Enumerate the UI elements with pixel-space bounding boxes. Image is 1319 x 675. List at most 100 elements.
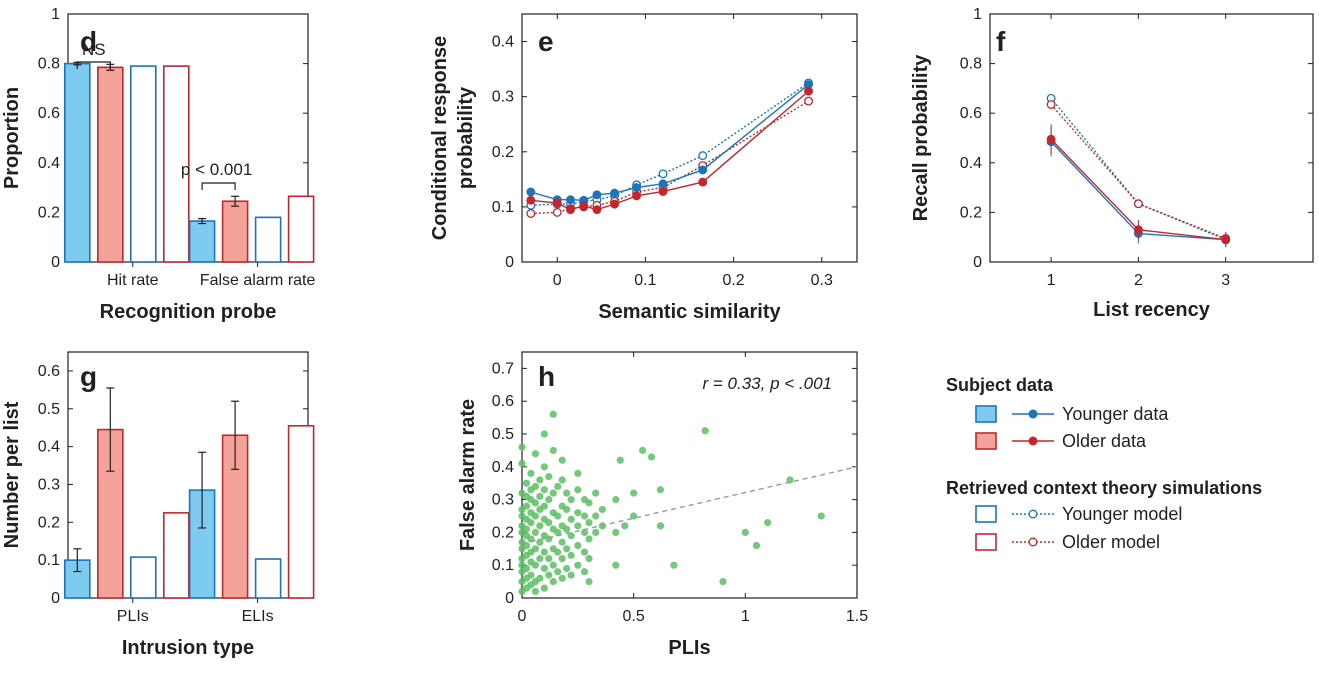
panel-d-bar	[163, 65, 190, 263]
panel-h-point	[531, 561, 540, 569]
panel-d-letter: d	[80, 26, 97, 57]
panel-e-series-line	[530, 82, 809, 206]
panel-e-point	[632, 183, 642, 193]
panel-e-point	[526, 209, 536, 218]
panel-h-point	[558, 574, 566, 582]
panel-h-point	[540, 463, 548, 471]
panel-h-point	[574, 486, 582, 494]
panel-h-point	[764, 518, 772, 527]
panel-g-ytick-label: 0.5	[38, 401, 60, 418]
panel-d-bracket-p	[201, 182, 236, 190]
panel-h-point	[752, 541, 761, 550]
panel-h-point	[701, 427, 709, 435]
panel-e-point	[804, 96, 813, 106]
panel-h-point	[549, 410, 557, 418]
panel-h-point	[656, 522, 665, 530]
panel-h-point	[545, 555, 553, 563]
panel-h-point	[536, 476, 544, 484]
panel-h-point	[540, 548, 548, 556]
panel-h-point	[549, 446, 557, 454]
panel-h-point	[567, 496, 575, 504]
panel-h-point	[580, 512, 589, 520]
legend-swatch-older-model	[975, 533, 997, 551]
panel-g-ytick-label: 0.1	[38, 552, 60, 569]
panel-h-point	[540, 564, 548, 573]
panel-h-frame	[521, 351, 858, 599]
panel-e-point	[632, 191, 642, 201]
panel-h-annotation: r = 0.33, p < .001	[703, 374, 832, 393]
panel-h-point	[817, 512, 825, 520]
panel-h-point	[612, 561, 620, 569]
panel-h-point	[563, 489, 571, 497]
panel-h-point	[598, 505, 607, 514]
panel-h-point	[592, 528, 600, 537]
panel-h-point	[540, 502, 548, 510]
panel-e-point	[698, 177, 708, 187]
panel-h-ytick-label: 0.2	[492, 524, 514, 541]
panel-h-point	[574, 522, 582, 530]
panel-h-point	[549, 489, 557, 497]
panel-h-point	[574, 509, 582, 517]
panel-d-ytick-label: 1	[51, 6, 60, 23]
panel-h-point	[567, 532, 575, 540]
panel-h-point	[585, 499, 593, 507]
panel-f-ytick-label: 1	[973, 6, 982, 23]
panel-f-xtick-label: 3	[1221, 272, 1230, 289]
panel-h-point	[580, 568, 589, 576]
panel-e-ylabel-line1: Conditional response	[429, 36, 451, 240]
legend-label-older-model: Older model	[1062, 532, 1160, 552]
panel-h-point	[527, 518, 535, 527]
panel-h-point	[545, 518, 553, 527]
panel-h-point	[531, 528, 540, 537]
panel-h-point	[554, 512, 562, 520]
legend-marker-younger-data	[1028, 409, 1038, 419]
panel-e-xtick-label: 0.1	[634, 272, 656, 289]
panel-f-ytick-label: 0.4	[960, 155, 982, 172]
panel-f-xlabel: List recency	[1093, 299, 1211, 321]
panel-h-point	[574, 541, 582, 550]
legend-model-heading: Retrieved context theory simulations	[946, 478, 1262, 498]
panel-h-point	[630, 489, 638, 497]
panel-h-point	[554, 528, 562, 537]
panel-h-point	[540, 486, 548, 494]
panel-h-point	[580, 548, 589, 556]
panel-f-ytick-label: 0.6	[960, 105, 982, 122]
panel-g-letter: g	[80, 361, 97, 392]
panel-h-xtick-label: 1	[741, 608, 750, 625]
panel-e-point	[698, 165, 708, 175]
panel-h-point	[585, 555, 593, 563]
legend-marker-younger-model	[1028, 509, 1038, 519]
panel-g-ytick-label: 0.2	[38, 514, 60, 531]
panel-e-ytick-label: 0.3	[492, 89, 514, 106]
panel-f-point	[1046, 134, 1056, 144]
panel-h-point	[522, 502, 531, 510]
panel-d-bar	[97, 66, 124, 263]
panel-h-xlabel: PLIs	[668, 637, 710, 659]
panel-h-point	[536, 492, 544, 500]
panel-e-point	[804, 86, 813, 96]
panel-h-point	[522, 564, 531, 573]
panel-h-point	[567, 551, 575, 559]
panel-h-point	[592, 489, 600, 497]
legend-marker-older-data	[1028, 436, 1038, 446]
panel-f-xtick-label: 1	[1047, 272, 1056, 289]
panel-h-point	[531, 482, 540, 491]
panel-h-point	[545, 473, 553, 481]
panel-h-point	[549, 561, 557, 569]
panel-h-point	[592, 512, 600, 520]
panel-d-xtick-label: Hit rate	[107, 272, 159, 289]
legend-swatch-younger-data	[975, 405, 997, 423]
panel-e-point	[566, 205, 575, 215]
panel-h-ylabel: False alarm rate	[457, 399, 479, 551]
panel-h-point	[574, 561, 582, 569]
panel-f-series-line	[1050, 104, 1226, 240]
panel-h-point	[630, 512, 638, 520]
panel-e-point	[579, 201, 589, 211]
panel-h-point	[522, 525, 531, 533]
legend-swatch-older-data	[975, 432, 997, 450]
panel-g-ylabel: Number per list	[1, 401, 23, 548]
panel-h-point	[741, 528, 749, 537]
panel-h-point	[563, 545, 571, 553]
panel-d-bar	[64, 62, 91, 263]
panel-f-point	[1133, 225, 1143, 235]
